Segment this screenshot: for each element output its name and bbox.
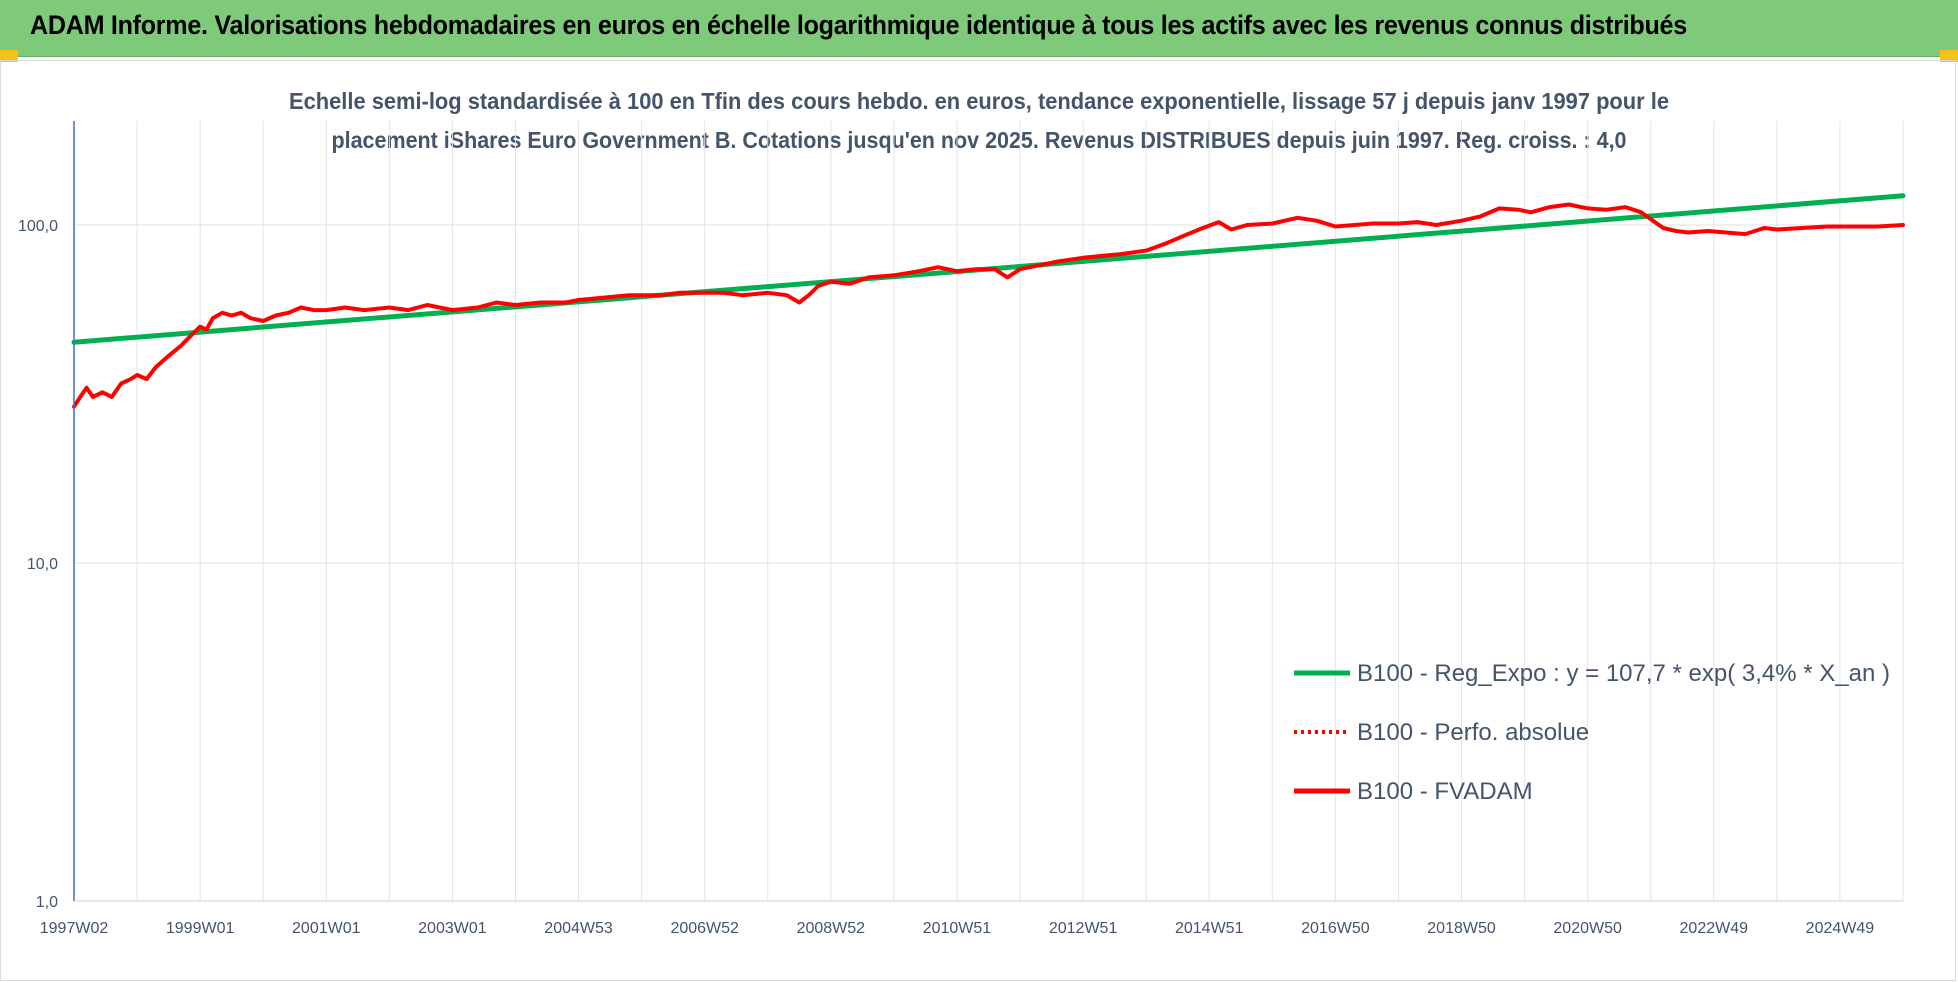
chart: Echelle semi-log standardisée à 100 en T… bbox=[18, 88, 1906, 937]
horizontal-gridlines bbox=[74, 224, 1903, 902]
legend-label-0: B100 - Reg_Expo : y = 107,7 * exp( 3,4% … bbox=[1357, 660, 1890, 687]
series-line-2 bbox=[72, 202, 1905, 409]
x-tick-label: 2003W01 bbox=[418, 920, 487, 937]
series-layer bbox=[71, 193, 1906, 409]
header-bar: ADAM Informe. Valorisations hebdomadaire… bbox=[0, 0, 1958, 57]
chart-subtitle-line-2: placement iShares Euro Government B. Cot… bbox=[332, 127, 1627, 153]
x-tick-label: 2012W51 bbox=[1049, 920, 1118, 937]
chart-subtitle-line-1: Echelle semi-log standardisée à 100 en T… bbox=[289, 88, 1669, 114]
legend-label-2: B100 - FVADAM bbox=[1357, 778, 1533, 805]
x-tick-label: 2004W53 bbox=[544, 920, 613, 937]
corner-marker-right bbox=[1940, 50, 1958, 62]
y-axis-ticks: 1,0 10,0 100,0 bbox=[18, 218, 58, 911]
x-axis-ticks: 1997W02 1999W01 2001W01 2003W01 2004W53 2006W… bbox=[40, 920, 1875, 937]
vertical-gridlines bbox=[73, 121, 1904, 901]
x-tick-label: 1999W01 bbox=[166, 920, 235, 937]
x-tick-label: 2008W52 bbox=[797, 920, 866, 937]
x-tick-label: 2001W01 bbox=[292, 920, 361, 937]
x-tick-label: 2018W50 bbox=[1427, 920, 1496, 937]
x-tick-label: 2006W52 bbox=[670, 920, 739, 937]
x-tick-label: 1997W02 bbox=[40, 920, 109, 937]
y-tick-label: 1,0 bbox=[36, 894, 58, 911]
x-tick-label: 2016W50 bbox=[1301, 920, 1370, 937]
x-tick-label: 2010W51 bbox=[923, 920, 992, 937]
legend: B100 - Reg_Expo : y = 107,7 * exp( 3,4% … bbox=[1294, 660, 1890, 805]
chart-area: Echelle semi-log standardisée à 100 en T… bbox=[0, 60, 1956, 981]
y-tick-label: 100,0 bbox=[18, 218, 58, 235]
x-tick-label: 2020W50 bbox=[1553, 920, 1622, 937]
x-tick-label: 2024W49 bbox=[1806, 920, 1875, 937]
y-tick-label: 10,0 bbox=[27, 556, 58, 573]
corner-marker-left bbox=[0, 50, 18, 62]
page-title: ADAM Informe. Valorisations hebdomadaire… bbox=[30, 10, 1687, 40]
x-tick-label: 2022W49 bbox=[1680, 920, 1749, 937]
legend-label-1: B100 - Perfo. absolue bbox=[1357, 719, 1589, 746]
x-tick-label: 2014W51 bbox=[1175, 920, 1244, 937]
